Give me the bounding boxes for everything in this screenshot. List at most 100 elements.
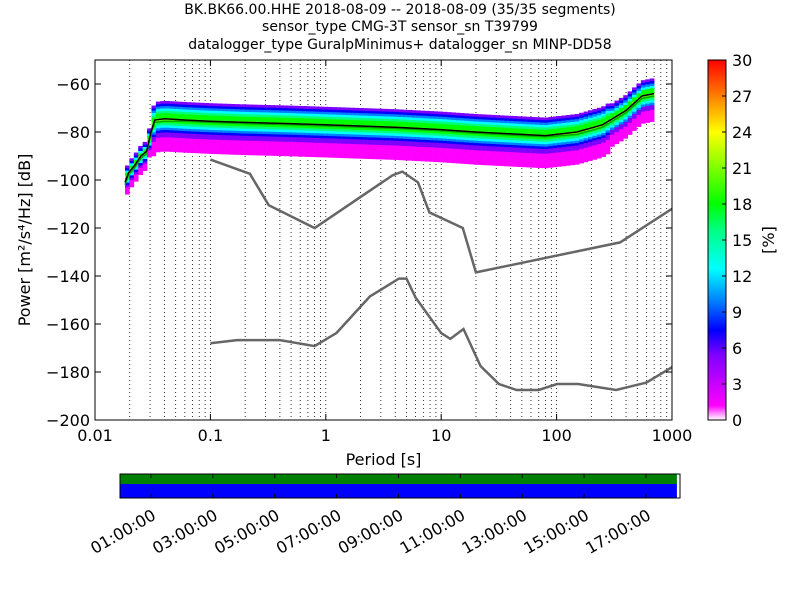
heatmap-cell (464, 122, 470, 126)
heatmap-cell (186, 130, 192, 134)
heatmap-cell (627, 115, 633, 119)
heatmap-cell (548, 162, 554, 166)
heatmap-cell (649, 83, 655, 86)
heatmap-cell (195, 109, 201, 113)
heatmap-cell (495, 129, 501, 133)
heatmap-cell (442, 150, 448, 153)
heatmap-cell (557, 135, 562, 138)
heatmap-cell (177, 147, 183, 151)
heatmap-cell (376, 111, 382, 114)
heatmap-cell (398, 128, 404, 132)
heatmap-cell (587, 141, 593, 145)
heatmap-cell (173, 103, 179, 107)
heatmap-cell (363, 146, 368, 150)
heatmap-cell (336, 148, 342, 151)
heatmap-cell (199, 105, 205, 108)
heatmap-cell (288, 134, 293, 138)
heatmap-cell (416, 124, 421, 128)
heatmap-cell (521, 130, 527, 134)
heatmap-cell (314, 152, 320, 155)
heatmap-cell (239, 125, 245, 129)
psd-coverage-bar (120, 484, 677, 498)
heatmap-cell (446, 112, 452, 115)
heatmap-cell (213, 115, 218, 119)
heatmap-cell (530, 140, 536, 144)
heatmap-cell (319, 154, 324, 158)
heatmap-cell (402, 157, 408, 161)
heatmap-cell (252, 116, 258, 120)
heatmap-cell (283, 146, 289, 149)
heatmap-cell (504, 139, 509, 143)
heatmap-cell (257, 147, 262, 151)
nhnm-curve (209, 158, 672, 274)
heatmap-cell (319, 145, 324, 148)
heatmap-cell (565, 136, 571, 140)
heatmap-cell (155, 149, 161, 153)
heatmap-cell (230, 149, 236, 153)
heatmap-cell (292, 153, 298, 157)
heatmap-cell (296, 125, 302, 128)
heatmap-cell (288, 151, 293, 154)
heatmap-cell (495, 148, 501, 152)
heatmap-cell (230, 142, 236, 146)
heatmap-cell (565, 122, 571, 125)
heatmap-cell (618, 129, 624, 132)
heatmap-cell (292, 120, 298, 123)
heatmap-cell (393, 147, 399, 151)
heatmap-cell (252, 150, 258, 153)
heatmap-cell (248, 126, 254, 129)
heatmap-cell (499, 146, 505, 150)
heatmap-cell (371, 154, 377, 157)
heatmap-cell (208, 148, 214, 152)
heatmap-cell (199, 146, 205, 149)
heatmap-cell (468, 144, 474, 148)
heatmap-cell (213, 122, 218, 126)
heatmap-cell (548, 121, 554, 125)
heatmap-cell (429, 156, 434, 160)
heatmap-cell (460, 134, 465, 138)
heatmap-cell (186, 121, 192, 125)
heatmap-cell (460, 132, 465, 135)
heatmap-cell (252, 104, 258, 108)
heatmap-cell (248, 111, 254, 115)
heatmap-cell (411, 134, 417, 137)
heatmap-cell (645, 100, 651, 104)
heatmap-cell (460, 113, 465, 116)
heatmap-cell (420, 149, 426, 152)
heatmap-cell (424, 151, 430, 155)
heatmap-cell (363, 134, 368, 138)
heatmap-cell (433, 140, 439, 143)
heatmap-cell (371, 122, 377, 126)
heatmap-cell (226, 125, 232, 129)
heatmap-cell (473, 140, 479, 144)
heatmap-cell (596, 150, 602, 154)
heatmap-cell (151, 129, 157, 133)
heatmap-cell (199, 124, 205, 128)
heatmap-cell (222, 127, 227, 131)
heatmap-cell (239, 145, 245, 148)
heatmap-cell (208, 122, 214, 126)
heatmap-cell (627, 96, 633, 99)
heatmap-cell (217, 122, 223, 126)
heatmap-cell (195, 138, 201, 142)
heatmap-cell (579, 119, 584, 123)
heatmap-cell (468, 140, 474, 143)
heatmap-cell (244, 145, 249, 148)
heatmap-cell (292, 151, 298, 155)
heatmap-cell (632, 108, 637, 112)
heatmap-cell (191, 107, 196, 110)
heatmap-cell (530, 162, 536, 166)
heatmap-cell (169, 113, 174, 116)
heatmap-cell (623, 116, 628, 120)
heatmap-cell (574, 145, 580, 148)
heatmap-cell (513, 142, 518, 146)
heatmap-cell (349, 141, 355, 145)
heatmap-cell (614, 138, 620, 142)
heatmap-cell (376, 130, 382, 133)
heatmap-cell (363, 112, 368, 116)
heatmap-cell (411, 153, 417, 157)
heatmap-cell (213, 108, 218, 111)
heatmap-cell (424, 146, 430, 150)
heatmap-cell (248, 133, 254, 137)
heatmap-cell (601, 127, 606, 131)
